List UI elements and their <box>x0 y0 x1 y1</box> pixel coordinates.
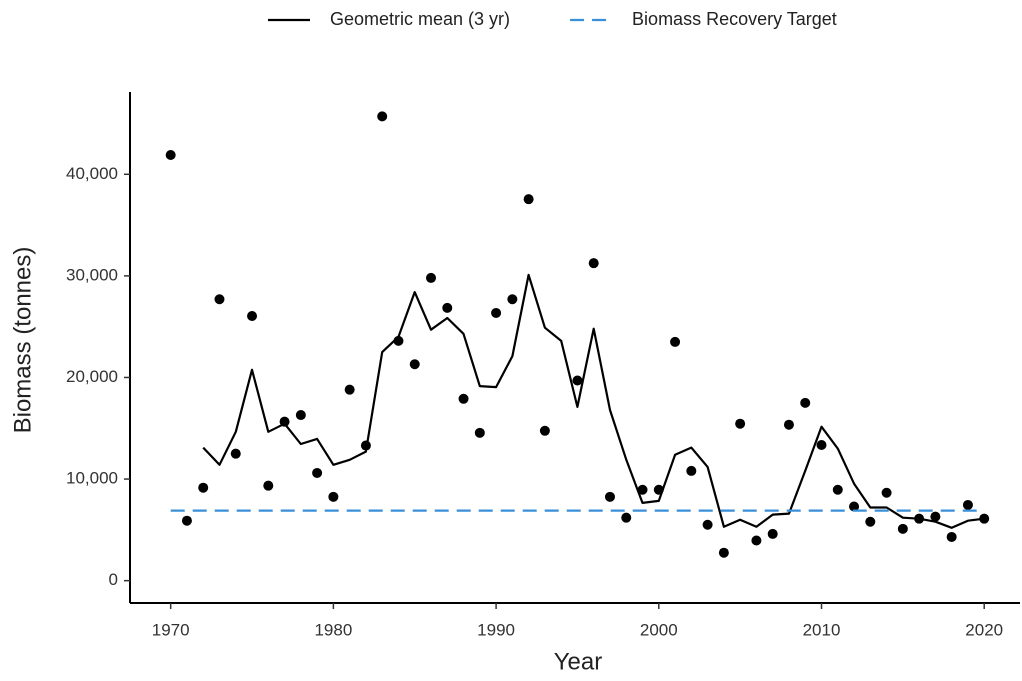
series-line <box>202 273 985 529</box>
data-point <box>800 397 811 408</box>
data-point <box>832 484 843 495</box>
data-point <box>637 484 648 495</box>
data-point <box>604 491 615 502</box>
data-point <box>181 515 192 526</box>
data-point <box>962 499 973 510</box>
data-point <box>735 418 746 429</box>
y-tick-label: 20,000 <box>66 367 118 386</box>
data-point <box>930 511 941 522</box>
data-point <box>474 427 485 438</box>
data-point <box>247 311 258 322</box>
data-point <box>783 419 794 430</box>
data-point <box>539 425 550 436</box>
data-point <box>214 294 225 305</box>
data-point <box>816 440 827 451</box>
data-point <box>686 465 697 476</box>
legend-label: Geometric mean (3 yr) <box>330 9 510 29</box>
data-point <box>572 375 583 386</box>
data-point <box>442 302 453 313</box>
data-point <box>897 523 908 534</box>
data-point <box>230 448 241 459</box>
data-point <box>621 512 632 523</box>
data-point <box>263 480 274 491</box>
data-point <box>588 258 599 269</box>
data-point <box>718 547 729 558</box>
data-point <box>328 491 339 502</box>
x-tick-label: 2020 <box>965 620 1003 639</box>
data-point <box>165 149 176 160</box>
data-point <box>702 519 713 530</box>
y-tick-label: 10,000 <box>66 469 118 488</box>
x-tick-label: 2000 <box>640 620 678 639</box>
data-point <box>767 528 778 539</box>
data-point <box>295 410 306 421</box>
data-point <box>946 531 957 542</box>
data-point <box>409 359 420 370</box>
data-point <box>377 111 388 122</box>
y-axis-title: Biomass (tonnes) <box>9 247 36 434</box>
data-point <box>198 482 209 493</box>
y-tick-label: 0 <box>109 570 118 589</box>
data-point <box>670 336 681 347</box>
data-point <box>458 393 469 404</box>
y-tick-label: 30,000 <box>66 265 118 284</box>
y-tick-label: 40,000 <box>66 164 118 183</box>
data-point <box>751 535 762 546</box>
data-point <box>881 487 892 498</box>
x-axis-title: Year <box>554 648 603 675</box>
data-point <box>979 513 990 524</box>
data-point <box>312 467 323 478</box>
legend-label: Biomass Recovery Target <box>632 9 837 29</box>
data-point <box>849 501 860 512</box>
data-point <box>491 307 502 318</box>
data-point <box>507 294 518 305</box>
x-tick-label: 1990 <box>477 620 515 639</box>
data-point <box>344 384 355 395</box>
data-point <box>426 272 437 283</box>
x-tick-label: 1980 <box>314 620 352 639</box>
x-tick-label: 1970 <box>152 620 190 639</box>
x-tick-label: 2010 <box>803 620 841 639</box>
data-point <box>523 194 534 205</box>
data-point <box>865 516 876 527</box>
